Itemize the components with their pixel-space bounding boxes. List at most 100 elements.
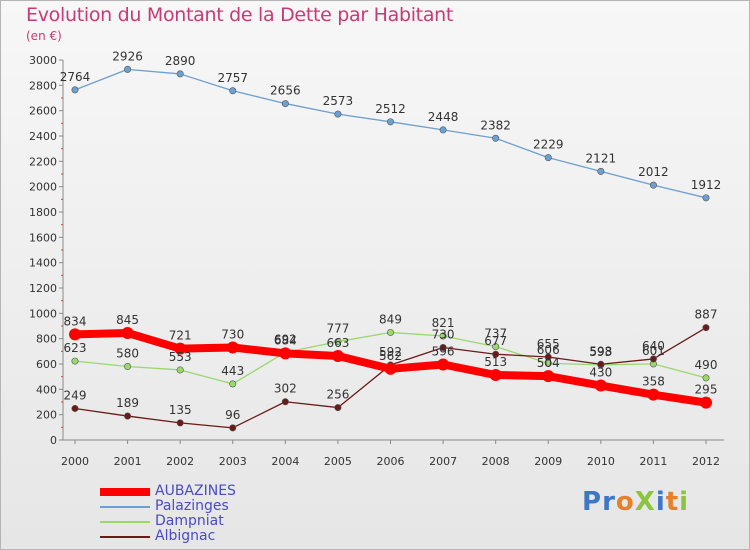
- legend-item: Dampniat: [100, 513, 300, 529]
- data-label-aubazines: 358: [642, 375, 665, 389]
- data-label-palazinges: 1912: [691, 178, 722, 192]
- data-point-aubazines: [279, 347, 292, 360]
- y-tick-label: 2000: [29, 181, 57, 194]
- data-label-palazinges: 2229: [533, 138, 564, 152]
- data-point-dampniat: [702, 374, 710, 382]
- data-point-aubazines: [226, 341, 239, 354]
- data-label-palazinges: 2926: [112, 49, 143, 63]
- data-label-dampniat: 593: [589, 345, 612, 359]
- data-point-dampniat: [492, 343, 500, 351]
- data-label-palazinges: 2890: [165, 54, 196, 68]
- legend-swatch: [100, 506, 150, 508]
- data-point-palazinges: [439, 126, 447, 134]
- data-point-aubazines: [700, 396, 712, 409]
- data-point-albignac: [597, 360, 605, 368]
- x-tick-label: 2003: [219, 455, 247, 468]
- data-label-dampniat: 606: [537, 343, 560, 357]
- data-point-aubazines: [174, 342, 187, 355]
- data-point-aubazines: [594, 379, 607, 392]
- data-label-dampniat: 737: [484, 327, 507, 341]
- x-tick-label: 2001: [114, 455, 142, 468]
- y-tick-label: 600: [36, 358, 57, 371]
- data-point-palazinges: [229, 87, 237, 95]
- data-label-palazinges: 2512: [375, 102, 406, 116]
- data-label-aubazines: 596: [432, 345, 455, 359]
- y-tick-label: 1000: [29, 307, 57, 320]
- x-tick-label: 2007: [429, 455, 457, 468]
- data-label-dampniat: 692: [274, 332, 297, 346]
- data-point-albignac: [334, 404, 342, 412]
- data-point-dampniat: [334, 338, 342, 346]
- x-tick-label: 2009: [534, 455, 562, 468]
- data-label-aubazines: 562: [379, 349, 402, 363]
- data-label-albignac: 249: [64, 388, 87, 402]
- data-point-palazinges: [176, 70, 184, 78]
- legend-item: AUBAZINES: [100, 483, 300, 499]
- data-point-aubazines: [121, 326, 134, 339]
- data-point-albignac: [492, 350, 500, 358]
- chart-title: Evolution du Montant de la Dette par Hab…: [26, 4, 454, 26]
- x-tick-label: 2002: [166, 455, 194, 468]
- data-point-dampniat: [229, 380, 237, 388]
- data-label-albignac: 598: [589, 344, 612, 358]
- data-label-palazinges: 2448: [428, 110, 459, 124]
- data-label-dampniat: 777: [326, 322, 349, 336]
- data-label-albignac: 887: [695, 308, 718, 322]
- y-tick-label: 1800: [29, 206, 57, 219]
- y-tick-label: 200: [36, 409, 57, 422]
- data-label-dampniat: 553: [169, 350, 192, 364]
- y-tick-label: 1400: [29, 257, 57, 270]
- proxiti-logo: ProXiti: [582, 487, 690, 517]
- x-tick-label: 2012: [692, 455, 720, 468]
- y-tick-label: 3000: [29, 54, 57, 67]
- data-label-albignac: 189: [116, 396, 139, 410]
- data-label-aubazines: 684: [274, 333, 297, 347]
- data-point-palazinges: [544, 154, 552, 162]
- legend-label: Palazinges: [155, 498, 229, 514]
- x-tick-label: 2008: [482, 455, 510, 468]
- data-point-albignac: [229, 424, 237, 432]
- data-label-palazinges: 2382: [480, 118, 511, 132]
- data-label-palazinges: 2757: [217, 71, 248, 85]
- data-point-dampniat: [176, 366, 184, 374]
- legend-label: Dampniat: [155, 513, 224, 529]
- data-label-aubazines: 513: [484, 355, 507, 369]
- data-point-dampniat: [71, 357, 79, 365]
- data-label-albignac: 302: [274, 382, 297, 396]
- data-point-aubazines: [437, 358, 450, 371]
- data-point-albignac: [702, 324, 710, 332]
- data-label-albignac: 96: [225, 408, 240, 422]
- data-point-palazinges: [702, 194, 710, 202]
- y-tick-label: 0: [50, 434, 57, 447]
- legend-label: AUBAZINES: [155, 483, 236, 499]
- legend-swatch: [100, 488, 150, 496]
- data-point-palazinges: [334, 110, 342, 118]
- series-line-palazinges: [74, 68, 707, 199]
- data-label-aubazines: 663: [326, 336, 349, 350]
- y-tick-label: 2800: [29, 79, 57, 92]
- data-label-aubazines: 504: [537, 356, 560, 370]
- data-label-albignac: 655: [537, 337, 560, 351]
- legend-label: Albignac: [155, 528, 216, 544]
- data-point-albignac: [71, 404, 79, 412]
- data-label-aubazines: 845: [116, 313, 139, 327]
- data-label-dampniat: 580: [116, 347, 139, 361]
- data-point-dampniat: [124, 363, 132, 371]
- x-tick-label: 2011: [639, 455, 667, 468]
- data-label-palazinges: 2573: [323, 94, 354, 108]
- data-label-aubazines: 730: [221, 328, 244, 342]
- legend-swatch: [100, 521, 150, 523]
- x-tick-label: 2004: [271, 455, 299, 468]
- data-label-albignac: 730: [432, 328, 455, 342]
- data-point-palazinges: [649, 181, 657, 189]
- y-tick-label: 1200: [29, 282, 57, 295]
- data-label-dampniat: 443: [221, 364, 244, 378]
- data-point-aubazines: [331, 350, 344, 363]
- x-tick-label: 2010: [587, 455, 615, 468]
- data-label-aubazines: 721: [169, 329, 192, 343]
- data-point-palazinges: [386, 118, 394, 126]
- data-label-aubazines: 295: [695, 383, 718, 397]
- legend-item: Albignac: [100, 528, 300, 544]
- data-point-aubazines: [489, 369, 502, 382]
